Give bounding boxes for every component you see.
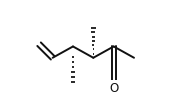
Text: O: O [109, 81, 118, 94]
